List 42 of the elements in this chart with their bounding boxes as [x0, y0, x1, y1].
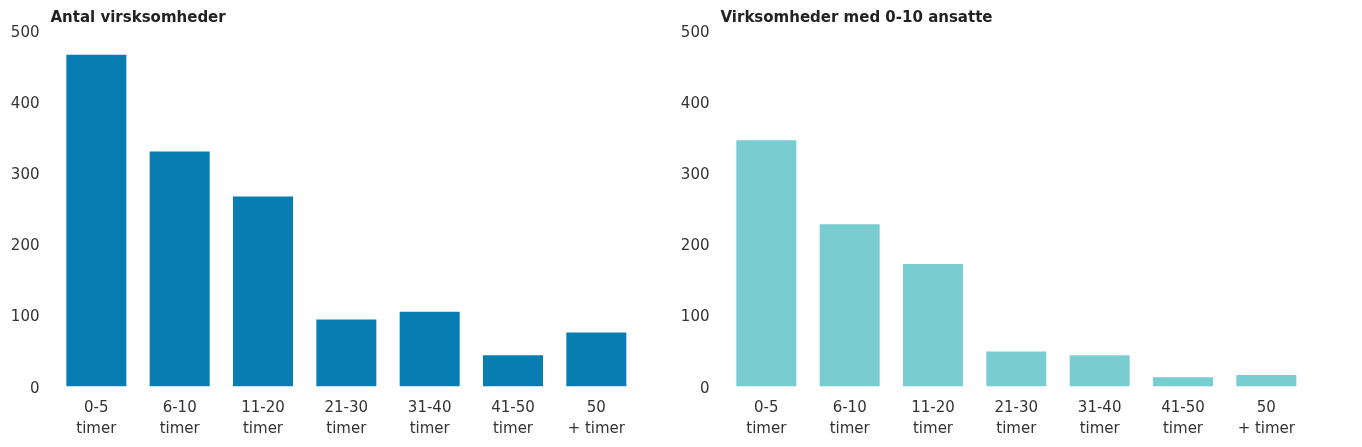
y-tick-label: 100	[680, 307, 710, 326]
x-tick-label: 21-30 timer	[994, 397, 1039, 438]
x-tick-label: 41-50 timer	[491, 397, 535, 438]
x-tick-label: 0-5 timer	[76, 397, 118, 438]
bar	[986, 351, 1047, 387]
bar	[819, 224, 880, 387]
y-tick-label: 200	[10, 236, 40, 255]
bar	[233, 196, 293, 387]
bar	[399, 311, 460, 387]
y-tick-label: 400	[680, 93, 710, 112]
bar	[903, 264, 963, 387]
y-tick-label: 300	[10, 164, 40, 183]
y-tick-label: 500	[680, 22, 710, 41]
y-tick-label: 400	[10, 93, 40, 112]
bar	[316, 319, 377, 387]
bar	[1236, 375, 1297, 387]
x-tick-label: 31-40 timer	[1077, 397, 1122, 438]
y-tick-label: 0	[29, 378, 40, 397]
y-tick-label: 100	[10, 307, 40, 326]
x-tick-label: 31-40 timer	[407, 397, 452, 438]
x-tick-label: 6-10 timer	[829, 397, 871, 438]
y-tick-label: 300	[680, 164, 710, 183]
x-tick-label: 6-10 timer	[159, 397, 201, 438]
bar	[483, 355, 543, 387]
x-tick-label: 50 + timer	[567, 397, 626, 438]
chart-title: Antal virsksomheder	[50, 7, 227, 26]
bar	[566, 332, 627, 387]
y-tick-label: 200	[680, 236, 710, 255]
chart-title: Virksomheder med 0-10 ansatte	[720, 7, 993, 26]
x-tick-label: 21-30 timer	[324, 397, 369, 438]
bar	[1069, 355, 1130, 387]
bar	[66, 54, 127, 387]
x-tick-label: 41-50 timer	[1161, 397, 1205, 438]
y-tick-label: 0	[699, 378, 710, 397]
x-tick-label: 11-20 timer	[911, 397, 955, 438]
bar	[1153, 377, 1213, 387]
x-tick-label: 11-20 timer	[241, 397, 285, 438]
bar	[736, 140, 797, 387]
bar	[149, 151, 210, 387]
y-tick-label: 500	[10, 22, 40, 41]
x-tick-label: 0-5 timer	[746, 397, 788, 438]
x-tick-label: 50 + timer	[1237, 397, 1296, 438]
